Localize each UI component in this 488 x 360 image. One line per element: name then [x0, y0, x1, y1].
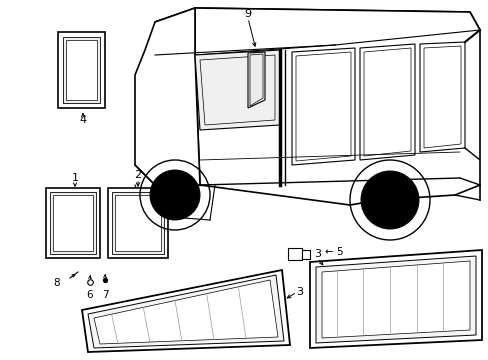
Text: 2: 2: [134, 170, 141, 180]
Polygon shape: [115, 195, 161, 251]
Polygon shape: [155, 8, 479, 55]
Polygon shape: [247, 52, 264, 108]
Polygon shape: [53, 195, 93, 251]
Polygon shape: [419, 42, 464, 152]
Polygon shape: [315, 256, 475, 343]
Text: 4: 4: [79, 115, 86, 125]
Circle shape: [360, 171, 418, 229]
Polygon shape: [112, 192, 163, 254]
Bar: [302, 250, 309, 259]
Text: 3: 3: [296, 287, 303, 297]
Text: 6: 6: [86, 290, 93, 300]
Polygon shape: [108, 188, 168, 258]
Polygon shape: [291, 48, 354, 165]
Polygon shape: [195, 8, 479, 205]
Polygon shape: [82, 270, 289, 352]
Polygon shape: [66, 40, 97, 100]
Text: 8: 8: [54, 278, 60, 288]
Polygon shape: [88, 275, 284, 348]
Polygon shape: [309, 250, 481, 348]
Circle shape: [150, 170, 200, 220]
Text: ← 5: ← 5: [325, 247, 343, 257]
Polygon shape: [63, 37, 100, 103]
Polygon shape: [50, 192, 96, 254]
Bar: [287, 248, 302, 260]
Polygon shape: [94, 280, 278, 344]
Polygon shape: [46, 188, 100, 258]
Polygon shape: [359, 44, 414, 160]
Text: 7: 7: [102, 290, 108, 300]
Polygon shape: [321, 261, 469, 338]
Polygon shape: [195, 50, 280, 130]
Polygon shape: [135, 8, 200, 185]
Text: 3: 3: [314, 249, 321, 259]
Polygon shape: [58, 32, 105, 108]
Text: 9: 9: [244, 9, 251, 19]
Text: 1: 1: [71, 173, 79, 183]
